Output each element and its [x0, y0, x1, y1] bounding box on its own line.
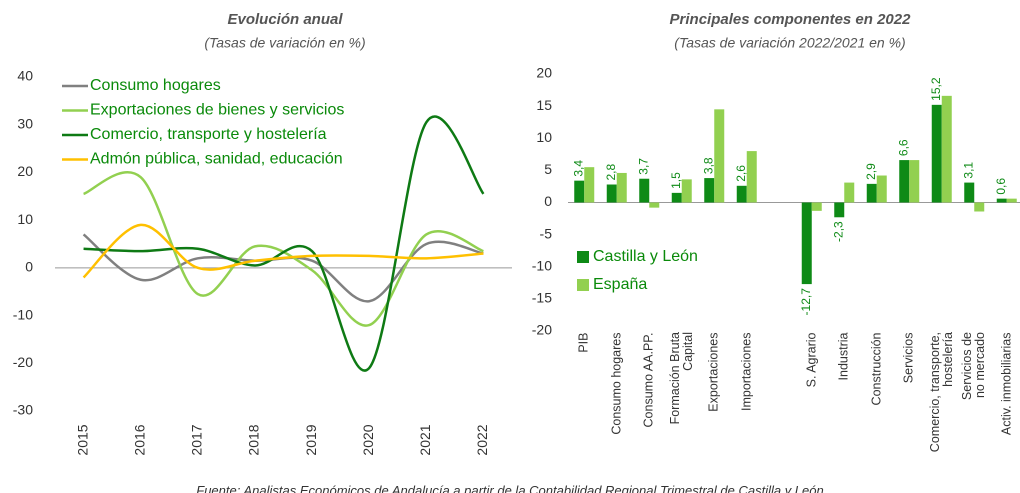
data-label: 2,9	[864, 163, 878, 180]
data-label: 1,5	[669, 172, 683, 189]
legend-label: Exportaciones de bienes y servicios	[90, 102, 344, 119]
y-tick-label: -20	[532, 322, 552, 338]
y-tick-label: -30	[13, 402, 33, 418]
bar	[996, 198, 1007, 203]
x-tick-label: Consumo AA.PP.	[641, 332, 656, 427]
data-label: 3,1	[961, 162, 975, 179]
bar	[834, 202, 845, 218]
y-tick-label: 15	[536, 97, 552, 113]
y-tick-label: 20	[17, 163, 33, 179]
x-tick-label: Exportaciones	[706, 332, 721, 412]
y-tick-label: 5	[544, 161, 552, 177]
y-tick-label: 0	[25, 259, 33, 275]
x-tick-label: Servicios de no mercado	[960, 332, 988, 401]
bar	[941, 95, 952, 203]
x-tick-label: 2018	[246, 424, 262, 455]
x-tick-label: Comercio, transporte, hostelería	[927, 332, 955, 453]
line-series	[82, 223, 484, 279]
data-label: 0,6	[994, 178, 1008, 195]
x-tick-label: S. Agrario	[804, 332, 819, 387]
y-tick-label: 40	[17, 68, 33, 84]
y-tick-label: 10	[536, 129, 552, 145]
legend-swatch	[577, 251, 589, 263]
bar	[714, 109, 725, 203]
y-tick-label: 10	[17, 211, 33, 227]
y-tick-label: -15	[532, 290, 552, 306]
y-tick-label: -5	[540, 225, 553, 241]
bar	[1006, 198, 1017, 203]
bar	[671, 192, 682, 203]
x-tick-label: 2020	[360, 424, 376, 455]
bar	[574, 180, 585, 203]
legend-label: Castilla y León	[593, 248, 698, 265]
bar	[639, 178, 650, 203]
bar	[681, 179, 692, 203]
y-tick-label: 30	[17, 115, 33, 131]
legend-label: Consumo hogares	[90, 77, 221, 94]
x-tick-label: 2021	[417, 424, 433, 455]
data-label: 2,6	[734, 165, 748, 182]
legend-label: Comercio, transporte y hostelería	[90, 126, 327, 143]
x-tick-label: 2016	[131, 424, 147, 455]
line-series	[83, 115, 485, 372]
x-tick-label: 2017	[189, 424, 205, 455]
data-label: 2,8	[604, 164, 618, 181]
y-tick-label: 20	[536, 65, 552, 81]
bar	[909, 160, 920, 203]
data-label: 3,8	[701, 157, 715, 174]
x-tick-label: 2022	[474, 424, 490, 455]
legend-label: Admón pública, sanidad, educación	[90, 151, 343, 168]
bar	[974, 202, 985, 212]
bar	[876, 175, 887, 203]
bar	[704, 178, 715, 203]
bar	[899, 160, 910, 203]
bar	[746, 151, 757, 203]
chart-title: Evolución anual	[227, 11, 343, 28]
legend-swatch	[577, 279, 589, 291]
y-tick-label: 0	[544, 193, 552, 209]
x-tick-label: Importaciones	[739, 332, 754, 411]
x-tick-label: Consumo hogares	[609, 332, 624, 435]
bar	[616, 172, 627, 203]
bar	[964, 182, 975, 203]
data-label: -2,3	[831, 221, 845, 242]
bar	[801, 202, 812, 285]
bar	[811, 202, 822, 211]
chart-title: Principales componentes en 2022	[670, 11, 912, 28]
legend-label: España	[593, 276, 647, 293]
chart-subtitle: (Tasas de variación 2022/2021 en %)	[674, 35, 905, 51]
x-tick-label: 2015	[74, 424, 90, 455]
x-tick-label: Servicios	[901, 332, 916, 383]
bar	[736, 185, 747, 203]
x-tick-label: 2019	[303, 424, 319, 455]
data-label: 3,4	[571, 160, 585, 177]
chart-subtitle: (Tasas de variación en %)	[204, 35, 365, 51]
bar	[844, 182, 855, 203]
x-tick-label: Activ. inmobiliarias	[999, 332, 1014, 435]
data-label: 6,6	[896, 139, 910, 156]
y-tick-label: -10	[13, 306, 33, 322]
y-tick-label: -10	[532, 257, 552, 273]
x-tick-label: PIB	[576, 332, 591, 353]
x-tick-label: Construcción	[869, 332, 884, 405]
y-tick-label: -20	[13, 354, 33, 370]
data-label: 15,2	[929, 77, 943, 101]
footer: Fuente: Analistas Económicos de Andalucí…	[196, 483, 824, 493]
x-tick-label: Industria	[836, 332, 851, 380]
bar	[649, 202, 660, 208]
x-tick-label: Formación Bruta Capital	[667, 332, 695, 425]
bar	[606, 184, 617, 203]
data-label: -12,7	[799, 288, 813, 316]
line-series	[83, 171, 484, 327]
data-label: 3,7	[636, 158, 650, 175]
bar	[584, 167, 595, 203]
bar	[931, 104, 942, 203]
bar	[866, 183, 877, 203]
